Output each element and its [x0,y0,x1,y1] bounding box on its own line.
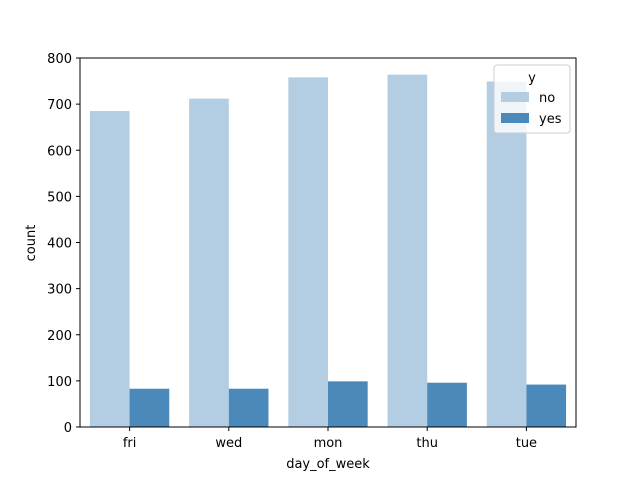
legend-swatch-no [501,92,529,102]
bar-fri-no [89,111,130,427]
y-tick-label: 700 [47,98,72,113]
bars-layer [89,74,567,428]
bar-thu-yes [427,382,467,427]
y-tick-label: 400 [47,237,72,252]
y-axis-label: count [24,225,39,262]
y-tick-label: 600 [47,144,72,159]
bar-wed-yes [228,388,269,427]
bar-wed-no [189,98,229,427]
x-tick-label: fri [123,436,137,451]
bar-tue-yes [526,384,567,427]
bar-mon-yes [328,381,368,427]
bar-fri-yes [129,388,170,427]
legend-title: y [528,71,536,86]
bar-mon-no [288,77,328,427]
legend-swatch-yes [501,113,529,123]
x-tick-label: mon [314,436,343,451]
legend: yno yes [493,64,571,134]
x-axis-label: day_of_week [286,457,370,472]
x-axis: fri wed mon thu tue [123,427,537,451]
bar-tue-no [486,81,527,428]
y-axis: 0 100 200 300 400 500 600 700 800 [47,52,80,436]
x-tick-label: tue [516,436,537,451]
y-tick-label: 200 [47,329,72,344]
legend-label-no: no [539,91,555,106]
y-tick-label: 800 [47,52,72,67]
y-tick-label: 0 [64,421,72,436]
bar-thu-no [387,74,428,427]
y-tick-label: 100 [47,375,72,390]
legend-label-yes: yes [539,112,562,127]
x-tick-label: thu [416,436,438,451]
x-tick-label: wed [215,436,242,451]
y-tick-label: 500 [47,190,72,205]
y-tick-label: 300 [47,283,72,298]
